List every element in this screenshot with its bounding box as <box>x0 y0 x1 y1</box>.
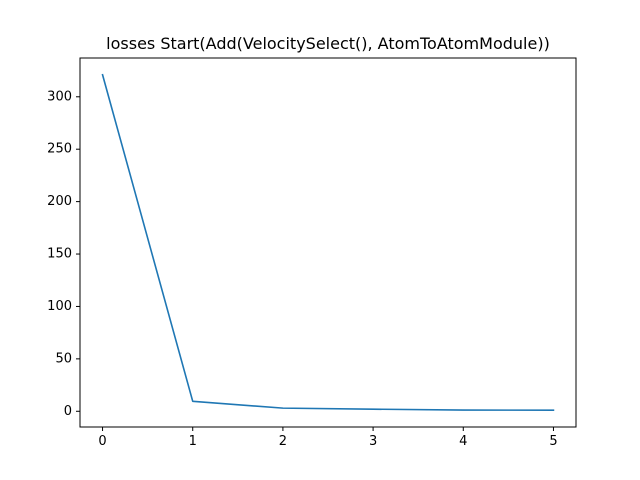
chart-title: losses Start(Add(VelocitySelect(), AtomT… <box>106 34 550 53</box>
y-tick-label: 250 <box>47 142 72 157</box>
loss-series-line <box>101 73 555 412</box>
x-tick-label: 3 <box>369 434 377 449</box>
x-tick-label: 5 <box>549 434 557 449</box>
y-tick-label: 0 <box>64 404 72 419</box>
y-tick-label: 300 <box>47 89 72 104</box>
x-tick-label: 1 <box>189 434 197 449</box>
y-tick-label: 50 <box>55 351 72 366</box>
x-axis: 0 1 2 3 4 5 <box>98 427 558 449</box>
x-tick-label: 0 <box>98 434 106 449</box>
series-layer <box>101 73 555 412</box>
plot-area-frame <box>79 57 577 428</box>
y-tick-label: 200 <box>47 194 72 209</box>
y-tick-label: 100 <box>47 299 72 314</box>
x-tick-label: 4 <box>459 434 467 449</box>
y-tick-label: 150 <box>47 247 72 262</box>
y-axis: 0 50 100 150 200 250 300 <box>47 89 80 419</box>
x-tick-label: 2 <box>279 434 287 449</box>
